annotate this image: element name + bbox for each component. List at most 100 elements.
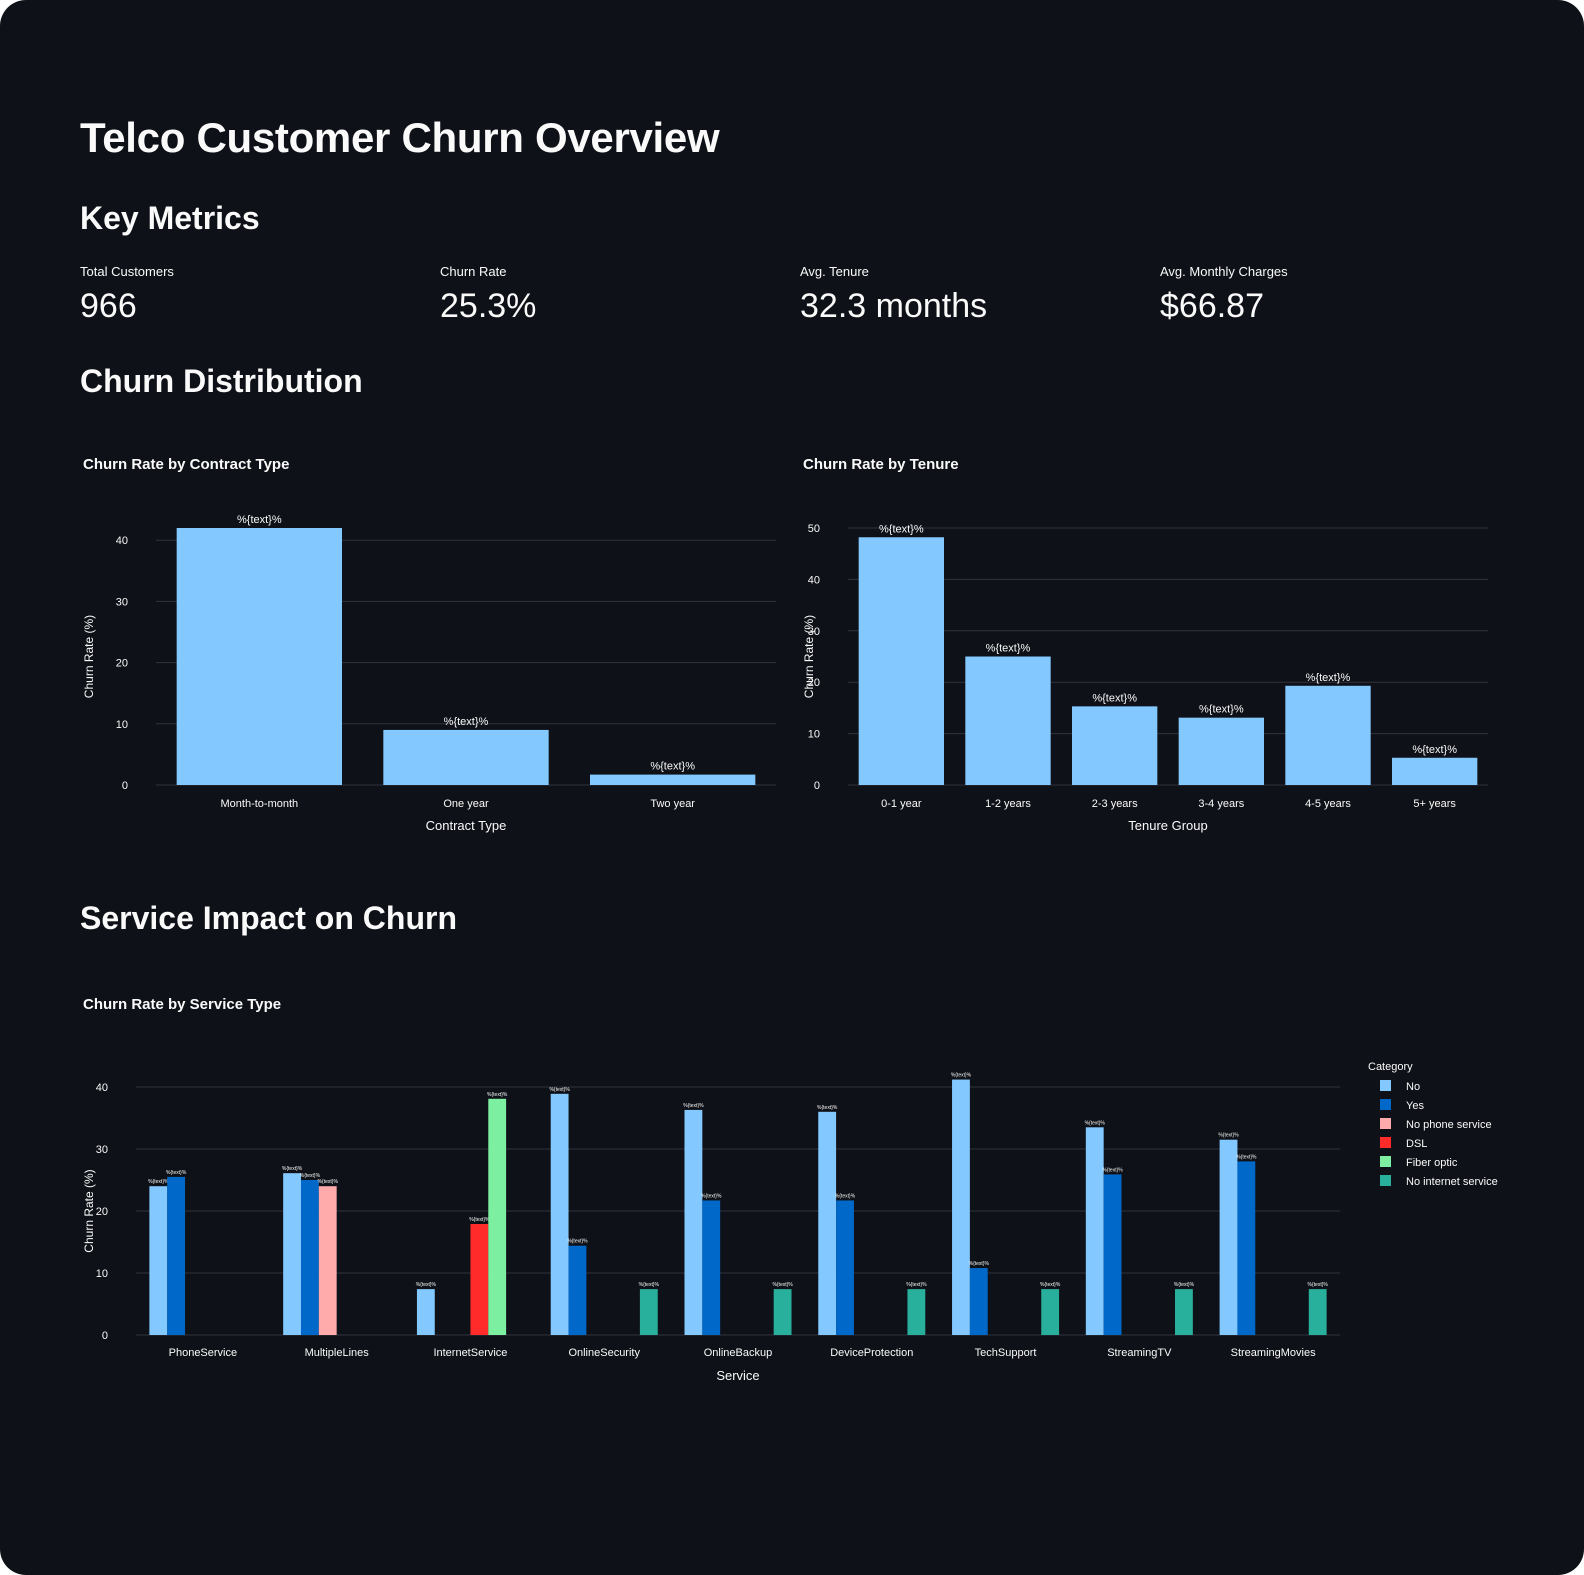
bar-data-label: %{text}% xyxy=(1040,1282,1061,1288)
bar xyxy=(550,1093,569,1335)
metric-total-customers: Total Customers 966 xyxy=(80,264,420,326)
legend-entry: No phone service xyxy=(1406,1119,1492,1131)
bar-data-label: %{text}% xyxy=(487,1092,508,1098)
bar xyxy=(1308,1289,1327,1335)
bar-data-label: %{text}% xyxy=(1306,672,1351,684)
bar xyxy=(952,1079,970,1335)
bar xyxy=(965,656,1051,785)
bar xyxy=(836,1200,854,1335)
bar xyxy=(176,528,342,785)
y-axis-label: Churn Rate (%) xyxy=(82,1169,96,1252)
x-tick-label: 1-2 years xyxy=(985,798,1031,810)
bar xyxy=(1085,1127,1104,1335)
legend-entry: Fiber optic xyxy=(1406,1157,1458,1169)
x-tick-label: TechSupport xyxy=(975,1347,1037,1359)
legend-swatch xyxy=(1380,1137,1391,1148)
y-tick-label: 20 xyxy=(96,1206,108,1218)
key-metrics-heading: Key Metrics xyxy=(80,200,260,236)
y-tick-label: 30 xyxy=(116,596,128,608)
bar xyxy=(167,1176,186,1335)
x-tick-label: 0-1 year xyxy=(881,798,922,810)
metric-value: $66.87 xyxy=(1160,287,1264,325)
bar xyxy=(488,1098,507,1335)
bar-data-label: %{text}% xyxy=(148,1179,169,1185)
page-title: Telco Customer Churn Overview xyxy=(80,114,720,161)
bar xyxy=(568,1245,587,1335)
bar-data-label: %{text}% xyxy=(639,1282,660,1288)
service-impact-heading: Service Impact on Churn xyxy=(80,900,457,936)
bar-data-label: %{text}% xyxy=(1102,1167,1123,1173)
metric-label: Churn Rate xyxy=(440,264,507,279)
legend-swatch xyxy=(1380,1175,1391,1186)
bar-data-label: %{text}% xyxy=(1412,744,1457,756)
x-axis-label: Contract Type xyxy=(426,818,507,833)
x-tick-label: Two year xyxy=(650,798,695,810)
metric-avg-monthly-charges: Avg. Monthly Charges $66.87 xyxy=(1160,264,1500,326)
y-tick-label: 40 xyxy=(96,1082,108,1094)
chart-title: Churn Rate by Contract Type xyxy=(83,456,289,473)
y-tick-label: 50 xyxy=(808,523,820,535)
y-tick-label: 40 xyxy=(116,535,128,547)
legend-entry: No xyxy=(1406,1081,1420,1093)
bar xyxy=(1178,717,1264,785)
x-tick-label: 2-3 years xyxy=(1092,798,1138,810)
legend-swatch xyxy=(1380,1099,1391,1110)
bar-data-label: %{text}% xyxy=(835,1193,856,1199)
legend-entry: No internet service xyxy=(1406,1176,1498,1188)
bar xyxy=(858,537,944,785)
bar-data-label: %{text}% xyxy=(1092,692,1137,704)
bar xyxy=(283,1173,301,1335)
service-churn-chart: Churn Rate by Service Type 0 10 20 30 40 Churn… xyxy=(82,996,1498,1383)
bar-data-label: %{text}% xyxy=(1308,1282,1329,1288)
x-tick-label: 3-4 years xyxy=(1198,798,1244,810)
x-tick-label: MultipleLines xyxy=(305,1347,370,1359)
bar-data-label: %{text}% xyxy=(444,716,489,728)
bar-data-label: %{text}% xyxy=(1174,1282,1195,1288)
bar-data-label: %{text}% xyxy=(237,514,282,526)
chart-title: Churn Rate by Service Type xyxy=(83,996,281,1013)
bar xyxy=(1237,1161,1256,1335)
contract-churn-chart: Churn Rate by Contract Type 0 10 20 30 40 Chur… xyxy=(82,456,776,833)
legend-swatch xyxy=(1380,1080,1391,1091)
bar-data-label: %{text}% xyxy=(567,1239,588,1245)
y-tick-label: 20 xyxy=(808,677,820,689)
churn-distribution-heading: Churn Distribution xyxy=(80,363,363,399)
x-tick-label: StreamingTV xyxy=(1107,1347,1172,1359)
x-axis-label: Service xyxy=(716,1368,759,1383)
x-tick-label: OnlineSecurity xyxy=(568,1347,640,1359)
x-tick-label: Month-to-month xyxy=(221,798,299,810)
bar-data-label: %{text}% xyxy=(986,643,1031,655)
metric-label: Avg. Monthly Charges xyxy=(1160,264,1288,279)
x-axis-label: Tenure Group xyxy=(1128,818,1208,833)
y-tick-label: 0 xyxy=(102,1330,108,1342)
x-tick-label: OnlineBackup xyxy=(704,1347,773,1359)
y-tick-label: 30 xyxy=(808,626,820,638)
y-tick-label: 30 xyxy=(96,1144,108,1156)
y-tick-label: 10 xyxy=(116,719,128,731)
bar-data-label: %{text}% xyxy=(1218,1133,1239,1139)
bar xyxy=(684,1109,703,1335)
bar-data-label: %{text}% xyxy=(906,1282,927,1288)
bar-data-label: %{text}% xyxy=(469,1217,490,1223)
bar-data-label: %{text}% xyxy=(772,1282,793,1288)
bar xyxy=(470,1224,489,1335)
bar-data-label: %{text}% xyxy=(318,1179,339,1185)
bar-data-label: %{text}% xyxy=(166,1170,187,1176)
bar xyxy=(383,729,549,785)
metric-label: Total Customers xyxy=(80,264,174,279)
bar-data-label: %{text}% xyxy=(282,1166,303,1172)
bar xyxy=(590,774,756,785)
bar-data-label: %{text}% xyxy=(650,761,695,773)
bar-data-label: %{text}% xyxy=(701,1193,722,1199)
bar xyxy=(1103,1174,1122,1335)
y-tick-label: 0 xyxy=(814,780,820,792)
bar xyxy=(149,1186,168,1335)
legend-title: Category xyxy=(1368,1061,1413,1073)
bar-data-label: %{text}% xyxy=(683,1103,704,1109)
bar xyxy=(773,1289,792,1335)
bar-data-label: %{text}% xyxy=(416,1282,437,1288)
metric-value: 966 xyxy=(80,287,137,325)
x-tick-label: 5+ years xyxy=(1413,798,1456,810)
y-axis-label: Churn Rate (%) xyxy=(82,615,96,698)
